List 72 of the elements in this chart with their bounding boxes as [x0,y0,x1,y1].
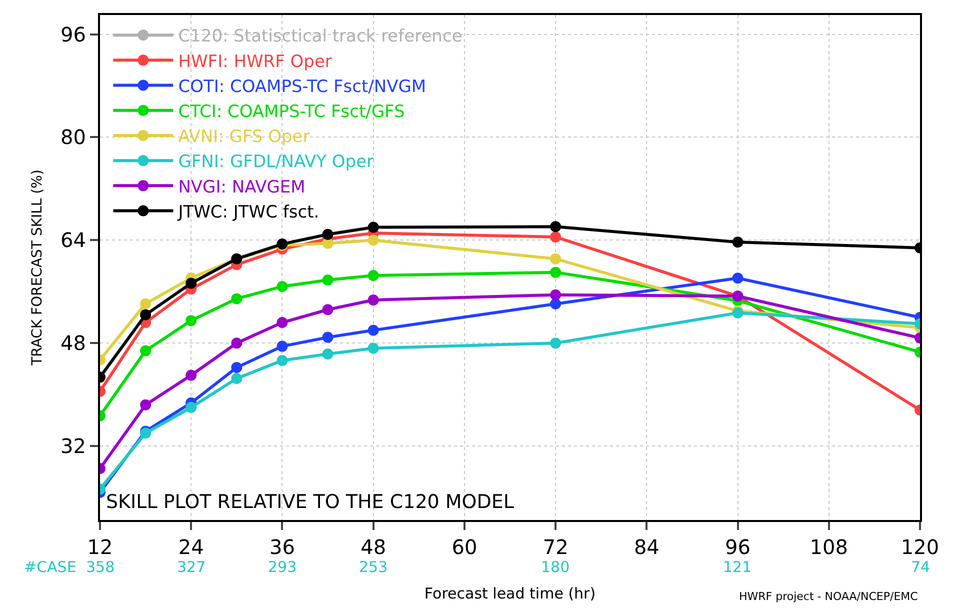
point [186,402,197,413]
text: 121 [723,558,752,576]
point [368,324,379,336]
y-axis-title: TRACK FORECAST SKILL (%) [30,170,46,366]
x-tick-label: 72 [542,535,568,559]
point [231,362,242,374]
y-tick-label: 96 [60,22,86,46]
point [322,238,334,249]
point [322,274,334,286]
point [140,399,152,410]
point [368,294,379,306]
point [550,253,562,264]
text: HWRF project - NOAA/NCEP/EMC [739,590,918,603]
text: 358 [86,558,115,576]
y-tick-label: 32 [60,434,86,458]
text: 253 [359,558,388,576]
point [550,298,562,310]
legend-label: GFNI: GFDL/NAVY Oper [178,152,374,172]
point [322,228,334,240]
x-tick-label: 120 [900,535,940,559]
legend-label: CTCI: COAMPS-TC Fsct/GFS [178,102,405,122]
point [732,236,744,248]
x-tick-label: 108 [810,535,848,559]
legend-label: NVGI: NAVGEM [178,177,306,198]
text: 74 [911,558,930,576]
y-tick-label: 48 [60,331,86,356]
legend-label: COTI: COAMPS-TC Fsct/NVGM [178,76,426,97]
point [276,354,288,366]
point [276,340,288,352]
point [276,317,288,328]
point [322,348,334,360]
x-tick-label: 12 [87,535,113,559]
point [550,289,562,300]
point [231,293,242,304]
point [732,272,744,284]
x-tick-label: 24 [178,535,204,559]
legend-label: HWFI: HWRF Oper [178,52,332,72]
x-tick-label: 48 [360,535,386,559]
point [231,372,242,384]
point [368,234,379,246]
x-tick-label: 36 [269,535,295,559]
point [186,278,197,289]
point [322,332,334,343]
text: #CASE [24,558,76,576]
point [550,266,562,278]
point [276,280,288,292]
point [140,345,152,356]
point [186,370,197,381]
point [322,304,334,316]
text: 327 [177,558,206,576]
text: 293 [268,558,297,576]
point [140,298,152,310]
point [550,231,562,242]
point [368,270,379,282]
legend-label: C120: Statisctical track reference [178,26,462,47]
point [550,338,562,349]
point [368,342,379,354]
x-tick-label: 60 [452,535,478,559]
y-tick-label: 80 [60,125,86,150]
point [368,222,379,233]
x-axis-title: Forecast lead time (hr) [424,584,596,602]
text: 180 [541,558,570,576]
x-tick-label: 84 [634,535,660,559]
y-tick-label: 64 [60,228,86,252]
point [550,221,562,232]
annotation: SKILL PLOT RELATIVE TO THE C120 MODEL [106,491,514,513]
point [186,315,197,326]
legend-label: JTWC: JTWC fsct. [177,202,320,222]
point [231,338,242,349]
point [140,309,152,320]
legend-label: AVNI: GFS Oper [178,127,310,148]
x-tick-label: 96 [725,535,751,559]
